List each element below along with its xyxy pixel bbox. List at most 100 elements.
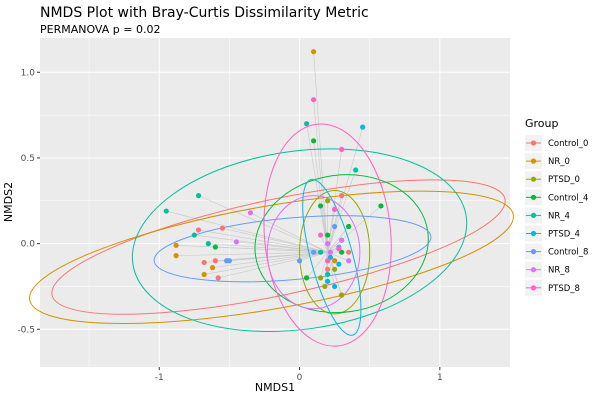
point-control-0 (325, 266, 331, 272)
ellipse-ptsd-0 (299, 190, 371, 315)
ellipse-nr-4 (131, 148, 468, 332)
point-control-8 (332, 223, 338, 230)
point-nr-0 (173, 253, 179, 259)
point-control-0 (215, 275, 221, 281)
point-nr-4 (195, 193, 202, 199)
point-control-4 (339, 249, 345, 255)
centroid-spoke (194, 234, 328, 253)
x-tick-label: 0 (297, 373, 303, 383)
point-nr-4 (317, 249, 324, 255)
centroid-spoke (313, 51, 328, 253)
y-tick-label: -0.5 (17, 325, 35, 335)
point-nr-8 (339, 237, 345, 243)
point-ptsd-4 (325, 278, 331, 284)
legend-label-nr-0: NR_0 (548, 157, 570, 167)
centroid-spoke (204, 251, 328, 275)
legend-label-ptsd-0: PTSD_0 (548, 175, 580, 185)
point-ptsd-4 (332, 283, 338, 290)
centroid-spoke (198, 229, 328, 253)
point-nr-8 (233, 239, 240, 245)
grid-lines (40, 38, 510, 367)
legend-key-dot (530, 158, 537, 164)
x-tick-label: 1 (437, 373, 443, 383)
legend-key-dot (530, 249, 537, 255)
point-nr-0 (332, 258, 338, 264)
chart-title: NMDS Plot with Bray-Curtis Dissimilarity… (40, 5, 369, 21)
legend-label-ptsd-8: PTSD_8 (548, 284, 580, 294)
centroid-spoke (306, 252, 328, 279)
legend-key-dot (530, 194, 537, 200)
point-nr-8 (327, 249, 334, 255)
point-control-8 (310, 249, 317, 255)
axes: -1 0 1 -0.5 0.0 0.5 1.0 (17, 68, 442, 383)
point-control-4 (317, 203, 324, 209)
centroid-spoke (327, 226, 335, 253)
point-nr-8 (247, 210, 254, 216)
point-ptsd-8 (332, 206, 338, 212)
point-nr-4 (191, 232, 197, 238)
point-control-4 (325, 232, 331, 238)
point-nr-4 (205, 241, 211, 247)
legend: Group Control_0 NR_0 PTSD_0 Control_4 NR_4 PT… (525, 117, 588, 296)
point-ptsd-8 (317, 232, 324, 238)
point-control-4 (346, 223, 352, 230)
legend-label-control-8: Control_8 (548, 248, 588, 258)
centroid-spoke (320, 252, 328, 278)
point-ptsd-8 (336, 246, 342, 252)
point-control-0 (195, 227, 202, 233)
legend-label-ptsd-4: PTSD_4 (548, 230, 580, 240)
point-nr-4 (163, 208, 169, 214)
centroid-spoke (327, 169, 356, 253)
centroid-spoke (176, 251, 328, 256)
point-nr-8 (346, 258, 352, 264)
ellipse-control-0 (51, 179, 506, 315)
centroid-spoke (198, 195, 328, 253)
centroid-spoke (212, 251, 328, 268)
point-ptsd-0 (325, 198, 331, 204)
centroid-spoke (299, 251, 328, 262)
point-control-0 (346, 249, 352, 255)
point-ptsd-4 (327, 254, 334, 260)
centroid-spoke (306, 123, 328, 253)
point-nr-8 (325, 241, 331, 247)
point-control-0 (219, 225, 225, 231)
legend-label-nr-8: NR_8 (548, 266, 570, 276)
y-tick-label: 1.0 (21, 68, 36, 78)
data-points (163, 49, 384, 298)
y-tick-label: 0.5 (21, 154, 35, 164)
ellipse-nr-0 (29, 190, 514, 325)
legend-key-dot (530, 230, 537, 237)
legend-label-nr-4: NR_4 (548, 211, 570, 221)
point-nr-4 (303, 121, 310, 127)
centroid-spoke (313, 99, 328, 253)
centroid-spokes (166, 51, 382, 296)
ellipse-ptsd-4 (302, 178, 362, 336)
centroid-spoke (208, 243, 328, 253)
legend-key-dot (530, 140, 537, 146)
centroid-spoke (250, 212, 328, 253)
centroid-spoke (166, 210, 328, 253)
legend-key-dot (530, 285, 537, 291)
y-axis-label: NMDS2 (2, 182, 15, 222)
x-axis-label: NMDS1 (255, 381, 295, 394)
group-ellipses (29, 123, 514, 347)
point-ptsd-4 (360, 124, 366, 130)
point-ptsd-4 (336, 261, 342, 267)
point-control-0 (339, 193, 345, 199)
centroid-spoke (222, 227, 328, 253)
ellipse-control-8 (153, 215, 432, 283)
legend-title: Group (525, 117, 559, 130)
legend-key-dot (530, 212, 537, 218)
point-control-0 (201, 259, 207, 266)
chart-subtitle: PERMANOVA p = 0.02 (40, 23, 160, 36)
point-nr-0 (310, 49, 317, 55)
point-ptsd-0 (322, 283, 328, 290)
x-tick-label: -1 (155, 373, 164, 383)
y-tick-label: 0.0 (21, 240, 36, 250)
point-nr-0 (209, 265, 216, 271)
ellipse-nr-8 (266, 195, 361, 310)
point-control-8 (223, 258, 230, 264)
legend-key-dot (530, 176, 537, 182)
